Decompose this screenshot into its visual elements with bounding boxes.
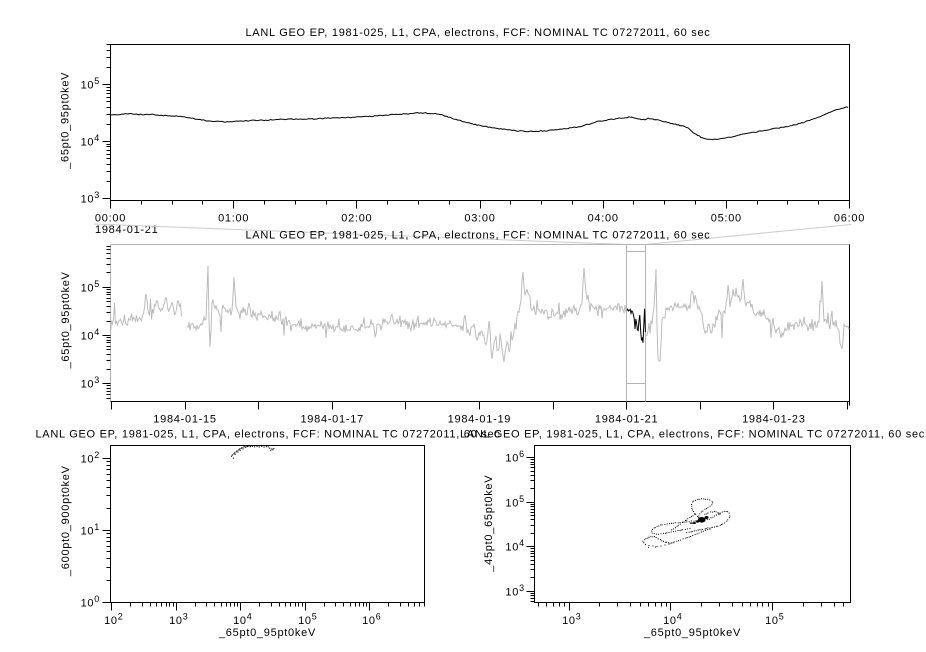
svg-text:LANL GEO EP, 1981-025, L1, CPA: LANL GEO EP, 1981-025, L1, CPA, electron… (35, 428, 500, 440)
svg-text:_45pt0_65pt0keV: _45pt0_65pt0keV (483, 475, 495, 573)
svg-text:1984-01-23: 1984-01-23 (742, 413, 805, 425)
svg-text:1984-01-21: 1984-01-21 (595, 413, 658, 425)
svg-text:_600pt0_900pt0keV: _600pt0_900pt0keV (60, 465, 72, 577)
svg-text:04:00: 04:00 (588, 212, 619, 224)
svg-text:05:00: 05:00 (711, 212, 742, 224)
svg-text:LANL GEO EP, 1981-025, L1, CPA: LANL GEO EP, 1981-025, L1, CPA, electron… (460, 428, 925, 440)
svg-text:1984-01-17: 1984-01-17 (300, 413, 363, 425)
svg-text:_65pt0_95pt0keV: _65pt0_95pt0keV (218, 627, 316, 639)
svg-text:02:00: 02:00 (341, 212, 372, 224)
svg-text:06:00: 06:00 (834, 212, 865, 224)
svg-text:01:00: 01:00 (218, 212, 249, 224)
svg-text:1984-01-15: 1984-01-15 (153, 413, 216, 425)
svg-text:LANL GEO EP, 1981-025, L1, CPA: LANL GEO EP, 1981-025, L1, CPA, electron… (245, 27, 710, 39)
svg-text:03:00: 03:00 (464, 212, 495, 224)
svg-text:_65pt0_95pt0keV: _65pt0_95pt0keV (60, 72, 72, 170)
svg-text:1984-01-21: 1984-01-21 (95, 224, 158, 236)
svg-text:LANL GEO EP, 1981-025, L1, CPA: LANL GEO EP, 1981-025, L1, CPA, electron… (245, 230, 710, 242)
svg-text:00:00: 00:00 (95, 212, 126, 224)
svg-text:_65pt0_95pt0keV: _65pt0_95pt0keV (60, 271, 72, 369)
svg-text:1984-01-19: 1984-01-19 (448, 413, 511, 425)
svg-text:_65pt0_95pt0keV: _65pt0_95pt0keV (643, 627, 741, 639)
